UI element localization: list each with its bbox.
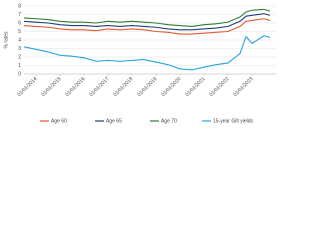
x-tick-label: 01/01/2020 [160, 76, 182, 98]
line-series [23, 35, 271, 71]
x-tick-label: 01/01/2014 [16, 76, 38, 98]
y-tick-label: 1 [18, 63, 21, 69]
x-tick-label: 01/01/2017 [88, 76, 110, 98]
legend-label: 15-year Gilt yields [213, 118, 254, 124]
x-tick-label: 01/01/2015 [40, 76, 62, 98]
line-series [23, 18, 271, 35]
y-tick-label: 6 [18, 20, 21, 26]
x-tick-label: 01/01/2022 [208, 76, 230, 98]
legend-label: Age 70 [161, 118, 177, 124]
y-tick-label: 5 [18, 29, 21, 35]
x-tick-label: 01/01/2019 [136, 76, 158, 98]
y-tick-label: 8 [18, 3, 21, 9]
y-tick-label: 2 [18, 54, 21, 60]
y-tick-label: 7 [18, 12, 21, 18]
y-tick-label: 0 [18, 71, 21, 77]
legend-label: Age 60 [51, 118, 67, 124]
y-tick-label: 3 [18, 46, 21, 52]
x-tick-label: 01/01/2018 [112, 76, 134, 98]
line-series [23, 13, 271, 31]
y-axis-label: % rates [3, 31, 9, 48]
legend-label: Age 65 [106, 118, 122, 124]
x-tick-label: 01/01/2016 [64, 76, 86, 98]
x-tick-label: 01/01/2021 [184, 76, 206, 98]
line-series [23, 8, 271, 27]
y-tick-label: 4 [18, 37, 21, 43]
x-tick-label: 01/01/2023 [232, 76, 254, 98]
